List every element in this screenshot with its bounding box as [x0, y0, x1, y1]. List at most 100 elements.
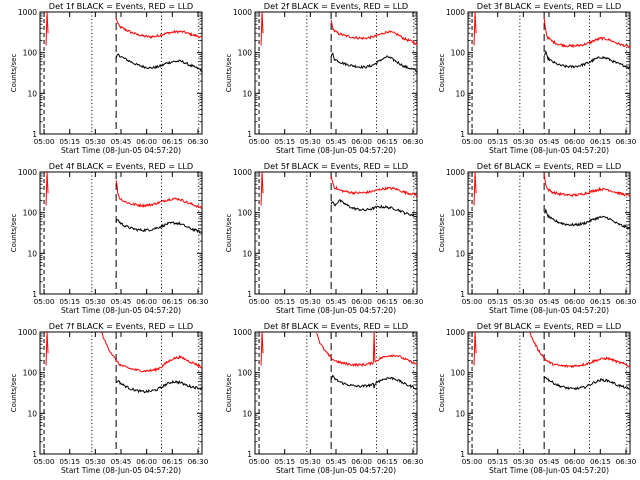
x-tick-label: 05:15 [59, 297, 80, 306]
y-tick-label: 10 [455, 89, 465, 98]
y-tick-label: 10 [27, 249, 37, 258]
x-tick-label: 06:00 [564, 297, 585, 306]
y-tick-label: 100 [451, 369, 466, 378]
y-tick-label: 1 [247, 290, 252, 299]
x-tick-label: 05:15 [59, 137, 80, 146]
x-tick-label: 05:00 [34, 297, 55, 306]
chart-panel-8: Det 8f BLACK = Events, RED = LLD 1 10 100 10… [225, 321, 424, 475]
x-tick-label: 05:00 [462, 457, 483, 466]
x-tick-label: 05:00 [34, 457, 55, 466]
x-tick-label: 05:00 [462, 137, 483, 146]
x-tick-label: 05:30 [300, 137, 321, 146]
lld-trace [543, 17, 631, 49]
x-axis-label: Start Time (08-Jun-05 04:57:20) [276, 146, 396, 155]
x-axis-label: Start Time (08-Jun-05 04:57:20) [61, 466, 181, 475]
x-axis-label: Start Time (08-Jun-05 04:57:20) [61, 306, 181, 315]
y-tick-label: 1000 [446, 168, 465, 177]
y-axis-label: Counts/sec [10, 54, 18, 93]
x-tick-label: 05:45 [539, 297, 560, 306]
chart-panel-9: Det 9f BLACK = Events, RED = LLD 1 10 100 10… [438, 321, 637, 475]
x-tick-label: 06:15 [377, 457, 398, 466]
x-tick-label: 06:30 [403, 457, 424, 466]
x-tick-label: 05:30 [85, 137, 106, 146]
x-tick-label: 05:15 [274, 457, 295, 466]
events-trace [330, 374, 418, 390]
x-tick-label: 06:15 [590, 457, 611, 466]
y-tick-label: 100 [451, 49, 466, 58]
y-axis-label: Counts/sec [438, 54, 446, 93]
plot-frame [467, 11, 631, 135]
events-trace [115, 219, 203, 234]
y-tick-label: 10 [27, 89, 37, 98]
start-spike [473, 171, 477, 206]
y-tick-label: 1 [32, 290, 37, 299]
plot-frame [254, 331, 418, 455]
y-axis-label: Counts/sec [10, 374, 18, 413]
x-tick-label: 06:15 [377, 137, 398, 146]
x-tick-label: 06:00 [564, 457, 585, 466]
chart-title: Det 7f BLACK = Events, RED = LLD [49, 321, 193, 331]
y-tick-label: 1 [247, 130, 252, 139]
x-tick-label: 05:45 [539, 457, 560, 466]
y-tick-label: 10 [455, 409, 465, 418]
chart-title: Det 1f BLACK = Events, RED = LLD [49, 1, 193, 11]
x-tick-label: 06:00 [351, 137, 372, 146]
x-tick-label: 05:00 [34, 137, 55, 146]
y-tick-label: 10 [27, 409, 37, 418]
x-axis-label: Start Time (08-Jun-05 04:57:20) [276, 306, 396, 315]
y-tick-label: 1 [460, 450, 465, 459]
y-tick-label: 1000 [233, 8, 252, 17]
x-tick-label: 06:30 [616, 297, 637, 306]
x-tick-label: 06:15 [590, 297, 611, 306]
chart-title: Det 4f BLACK = Events, RED = LLD [49, 161, 193, 171]
x-tick-label: 06:15 [590, 137, 611, 146]
chart-title: Det 5f BLACK = Events, RED = LLD [264, 161, 408, 171]
lld-trace [316, 331, 418, 368]
x-axis-label: Start Time (08-Jun-05 04:57:20) [61, 146, 181, 155]
y-tick-label: 1 [247, 450, 252, 459]
lld-trace [330, 19, 418, 46]
y-tick-label: 1000 [18, 328, 37, 337]
y-tick-label: 1000 [446, 8, 465, 17]
start-spike [260, 171, 264, 206]
chart-panel-5: Det 5f BLACK = Events, RED = LLD 1 10 100 10… [225, 161, 424, 315]
chart-title: Det 2f BLACK = Events, RED = LLD [264, 1, 408, 11]
events-trace [543, 376, 631, 391]
lld-trace [543, 173, 631, 198]
y-tick-label: 1000 [18, 168, 37, 177]
y-tick-label: 1000 [233, 328, 252, 337]
x-tick-label: 05:15 [59, 457, 80, 466]
start-spike [473, 11, 477, 46]
start-spike [45, 171, 49, 206]
x-tick-label: 06:15 [162, 457, 183, 466]
y-axis-label: Counts/sec [438, 214, 446, 253]
x-tick-label: 06:30 [616, 137, 637, 146]
x-axis-label: Start Time (08-Jun-05 04:57:20) [276, 466, 396, 475]
lld-trace [115, 17, 203, 39]
y-tick-label: 1000 [18, 8, 37, 17]
lld-trace [101, 332, 202, 373]
x-tick-label: 05:00 [249, 457, 270, 466]
x-tick-label: 05:45 [111, 457, 132, 466]
x-tick-label: 06:30 [188, 457, 209, 466]
y-tick-label: 100 [238, 369, 253, 378]
x-tick-label: 05:15 [274, 137, 295, 146]
x-tick-label: 05:00 [462, 297, 483, 306]
x-tick-label: 05:45 [326, 457, 347, 466]
plot-frame [254, 171, 418, 295]
lld-trace [529, 331, 631, 369]
chart-panel-7: Det 7f BLACK = Events, RED = LLD 1 10 100 10… [10, 321, 209, 475]
plot-frame [467, 331, 631, 455]
x-axis-label: Start Time (08-Jun-05 04:57:20) [489, 146, 609, 155]
y-tick-label: 100 [23, 209, 38, 218]
x-tick-label: 05:15 [487, 137, 508, 146]
plot-frame [39, 171, 203, 295]
plot-frame [39, 331, 203, 455]
chart-title: Det 9f BLACK = Events, RED = LLD [477, 321, 621, 331]
y-tick-label: 1 [32, 130, 37, 139]
x-tick-label: 06:15 [162, 297, 183, 306]
chart-panel-6: Det 6f BLACK = Events, RED = LLD 1 10 100 10… [438, 161, 637, 315]
x-tick-label: 05:30 [513, 297, 534, 306]
start-spike [45, 11, 49, 46]
